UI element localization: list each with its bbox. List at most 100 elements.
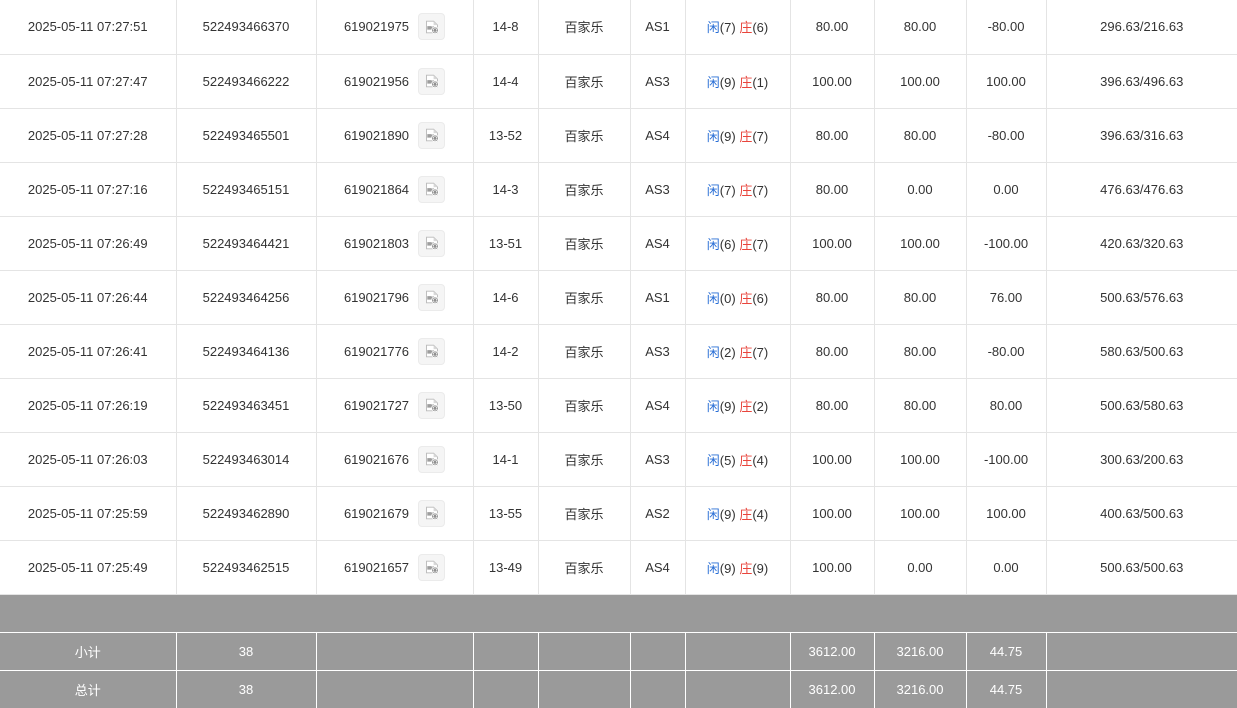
video-record-icon[interactable] [418, 337, 446, 365]
summary-game-name [538, 632, 631, 671]
table-row[interactable]: 2025-05-11 07:25:49 522493462515 619021657… [0, 540, 1237, 595]
cell-balance: 396.63/496.63 [1046, 54, 1237, 109]
cell-table-number: 14-4 [473, 54, 539, 109]
cell-round-number: 619021956 [316, 54, 474, 109]
cell-bet-result: 闲(9) 庄(9) [685, 540, 791, 595]
cell-bet-result: 闲(0) 庄(6) [685, 270, 791, 325]
video-record-icon[interactable] [418, 445, 446, 473]
summary-valid-amount: 3216.00 [874, 670, 967, 708]
cell-bet-amount: 80.00 [790, 162, 875, 217]
table-row[interactable]: 2025-05-11 07:26:03 522493463014 619021676… [0, 432, 1237, 487]
cell-bet-amount: 80.00 [790, 270, 875, 325]
round-number-text: 619021975 [343, 19, 410, 35]
summary-row: 小计 38 3612.00 3216.00 44.75 [0, 632, 1237, 671]
cell-balance: 396.63/316.63 [1046, 108, 1237, 163]
cell-seat-code: AS4 [630, 108, 686, 163]
player-label: 闲 [706, 20, 720, 36]
video-record-icon[interactable] [418, 175, 446, 203]
cell-game-name: 百家乐 [538, 54, 631, 109]
banker-points: (9) [752, 560, 769, 576]
cell-balance: 400.63/500.63 [1046, 486, 1237, 541]
cell-bet-amount: 80.00 [790, 378, 875, 433]
summary-bet-result [685, 632, 791, 671]
cell-bet-amount: 100.00 [790, 216, 875, 271]
cell-payout-amount: 0.00 [966, 540, 1047, 595]
round-number-text: 619021727 [343, 397, 410, 413]
cell-balance: 420.63/320.63 [1046, 216, 1237, 271]
player-points: (9) [719, 398, 736, 414]
cell-payout-amount: 76.00 [966, 270, 1047, 325]
banker-label: 庄 [739, 182, 753, 198]
cell-game-name: 百家乐 [538, 216, 631, 271]
cell-game-name: 百家乐 [538, 0, 631, 55]
cell-bet-time: 2025-05-11 07:26:19 [0, 378, 177, 433]
round-number-text: 619021890 [343, 127, 410, 143]
video-record-icon[interactable] [418, 229, 446, 257]
summary-balance [1046, 632, 1237, 671]
banker-points: (1) [752, 74, 769, 90]
cell-bet-amount: 80.00 [790, 324, 875, 379]
cell-valid-amount: 100.00 [874, 486, 967, 541]
round-number-text: 619021803 [343, 235, 410, 251]
table-row[interactable]: 2025-05-11 07:27:16 522493465151 619021864… [0, 162, 1237, 217]
cell-payout-amount: 80.00 [966, 378, 1047, 433]
banker-label: 庄 [739, 506, 753, 522]
banker-points: (4) [752, 506, 769, 522]
video-record-icon[interactable] [418, 121, 446, 149]
cell-table-number: 13-50 [473, 378, 539, 433]
table-row[interactable]: 2025-05-11 07:25:59 522493462890 619021679… [0, 486, 1237, 541]
cell-valid-amount: 100.00 [874, 54, 967, 109]
cell-valid-amount: 80.00 [874, 108, 967, 163]
player-points: (6) [719, 236, 736, 252]
video-record-icon[interactable] [418, 499, 446, 527]
banker-label: 庄 [739, 452, 753, 468]
video-record-icon[interactable] [418, 13, 446, 41]
cell-bet-time: 2025-05-11 07:25:49 [0, 540, 177, 595]
table-row[interactable]: 2025-05-11 07:27:47 522493466222 619021956… [0, 54, 1237, 109]
cell-bet-result: 闲(9) 庄(2) [685, 378, 791, 433]
video-record-icon[interactable] [418, 553, 446, 581]
table-row[interactable]: 2025-05-11 07:27:51 522493466370 619021975… [0, 0, 1237, 55]
cell-round-number: 619021864 [316, 162, 474, 217]
table-row[interactable]: 2025-05-11 07:26:44 522493464256 619021796… [0, 270, 1237, 325]
table-row[interactable]: 2025-05-11 07:26:19 522493463451 619021727… [0, 378, 1237, 433]
video-record-icon[interactable] [418, 283, 446, 311]
summary-bet-amount: 3612.00 [790, 632, 875, 671]
banker-points: (2) [752, 398, 769, 414]
cell-round-number: 619021727 [316, 378, 474, 433]
banker-points: (7) [752, 344, 769, 360]
cell-payout-amount: 100.00 [966, 486, 1047, 541]
cell-bet-result: 闲(9) 庄(4) [685, 486, 791, 541]
cell-bet-time: 2025-05-11 07:25:59 [0, 486, 177, 541]
cell-round-number: 619021676 [316, 432, 474, 487]
cell-bet-result: 闲(5) 庄(4) [685, 432, 791, 487]
cell-bet-result: 闲(7) 庄(6) [685, 0, 791, 55]
table-row[interactable]: 2025-05-11 07:26:49 522493464421 619021803… [0, 216, 1237, 271]
cell-seat-code: AS3 [630, 162, 686, 217]
summary-game-name [538, 670, 631, 708]
cell-bet-time: 2025-05-11 07:27:16 [0, 162, 177, 217]
summary-spacer-cell [0, 594, 1237, 633]
cell-game-name: 百家乐 [538, 270, 631, 325]
summary-label: 总计 [0, 670, 177, 708]
cell-valid-amount: 80.00 [874, 324, 967, 379]
cell-payout-amount: -80.00 [966, 0, 1047, 55]
cell-game-name: 百家乐 [538, 324, 631, 379]
video-record-icon[interactable] [418, 391, 446, 419]
cell-round-number: 619021796 [316, 270, 474, 325]
table-row[interactable]: 2025-05-11 07:27:28 522493465501 619021890… [0, 108, 1237, 163]
cell-bet-time: 2025-05-11 07:26:03 [0, 432, 177, 487]
cell-game-name: 百家乐 [538, 540, 631, 595]
cell-bet-amount: 80.00 [790, 108, 875, 163]
player-points: (7) [719, 182, 736, 198]
table-row[interactable]: 2025-05-11 07:26:41 522493464136 619021776… [0, 324, 1237, 379]
player-label: 闲 [706, 236, 720, 252]
banker-label: 庄 [739, 236, 753, 252]
video-record-icon[interactable] [418, 67, 446, 95]
banker-points: (7) [752, 128, 769, 144]
cell-bet-time: 2025-05-11 07:26:44 [0, 270, 177, 325]
player-label: 闲 [706, 560, 720, 576]
cell-table-number: 13-49 [473, 540, 539, 595]
summary-row: 总计 38 3612.00 3216.00 44.75 [0, 670, 1237, 708]
